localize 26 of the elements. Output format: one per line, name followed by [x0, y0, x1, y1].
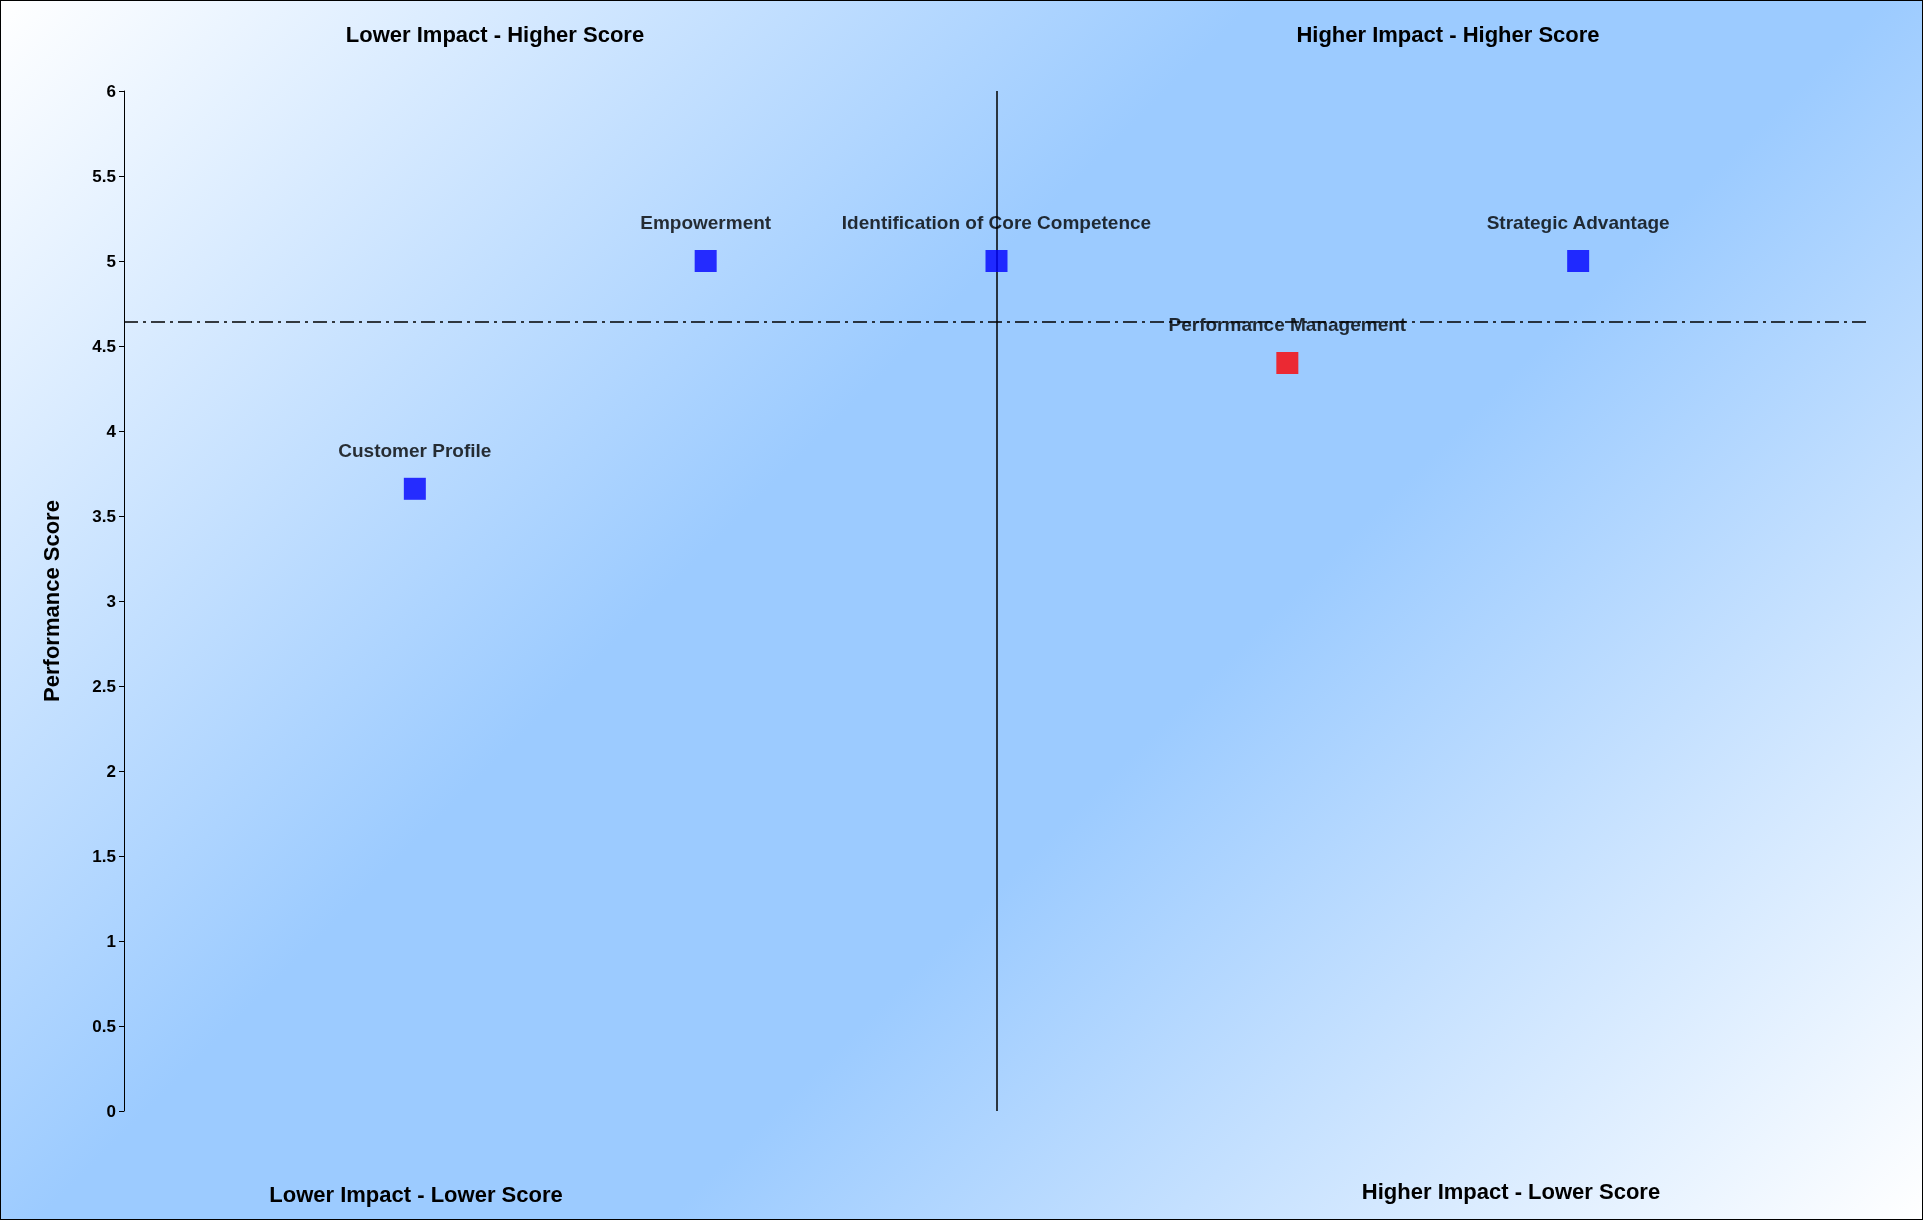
- y-tick-label: 2: [106, 761, 116, 781]
- series-label: Empowerment: [640, 212, 772, 233]
- text: Higher Impact - Lower Score: [1361, 1178, 1661, 1204]
- y-tick-label: 6: [106, 81, 116, 101]
- point: [403, 477, 426, 500]
- text: Higher Impact - Higher Score: [1296, 21, 1600, 47]
- y-tick-label: 1: [106, 931, 116, 951]
- y-tick-label: 4: [106, 421, 117, 441]
- y-tick-label: 0: [106, 1101, 116, 1121]
- y-tick-label: 1.5: [92, 846, 116, 866]
- point: [1567, 250, 1590, 272]
- point: [694, 250, 717, 272]
- text: Lower Impact - Higher Score: [345, 21, 645, 47]
- y-tick-label: 5: [106, 251, 116, 271]
- y-tick-label: 0.5: [92, 1016, 116, 1036]
- point: [985, 250, 1008, 272]
- y-axis-title: Performance Score: [38, 500, 64, 702]
- point: [1276, 352, 1299, 374]
- y-tick-label: 4.5: [92, 336, 116, 356]
- y-tick-label: 5.5: [92, 166, 116, 186]
- series-label: Customer Profile: [338, 439, 492, 461]
- y-tick-label: 3.5: [92, 506, 116, 526]
- series-label: Strategic Advantage: [1486, 212, 1670, 233]
- y-tick-label: 2.5: [92, 676, 116, 696]
- y-tick-label: 3: [106, 591, 116, 611]
- text: Lower Impact - Lower Score: [269, 1181, 563, 1207]
